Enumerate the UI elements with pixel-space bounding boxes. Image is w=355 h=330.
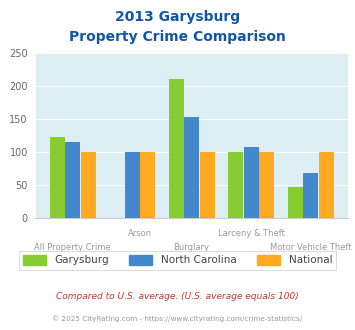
Text: All Property Crime: All Property Crime <box>34 243 111 252</box>
Legend: Garysburg, North Carolina, National: Garysburg, North Carolina, National <box>18 251 337 270</box>
Bar <box>288 187 303 218</box>
Bar <box>169 79 184 218</box>
Bar <box>319 152 334 218</box>
Text: Motor Vehicle Theft: Motor Vehicle Theft <box>270 243 351 252</box>
Text: © 2025 CityRating.com - https://www.cityrating.com/crime-statistics/: © 2025 CityRating.com - https://www.city… <box>53 315 302 322</box>
Text: 2013 Garysburg: 2013 Garysburg <box>115 10 240 24</box>
Bar <box>50 137 65 218</box>
Text: Burglary: Burglary <box>173 243 209 252</box>
Bar <box>228 152 243 218</box>
Bar <box>140 152 155 218</box>
Bar <box>184 117 199 218</box>
Bar <box>81 152 95 218</box>
Text: Arson: Arson <box>128 229 152 238</box>
Bar <box>303 173 318 218</box>
Text: Property Crime Comparison: Property Crime Comparison <box>69 30 286 44</box>
Bar <box>200 152 215 218</box>
Bar <box>259 152 274 218</box>
Text: Compared to U.S. average. (U.S. average equals 100): Compared to U.S. average. (U.S. average … <box>56 292 299 301</box>
Bar <box>244 147 259 218</box>
Bar <box>125 152 140 218</box>
Text: Larceny & Theft: Larceny & Theft <box>218 229 284 238</box>
Bar <box>65 142 80 218</box>
